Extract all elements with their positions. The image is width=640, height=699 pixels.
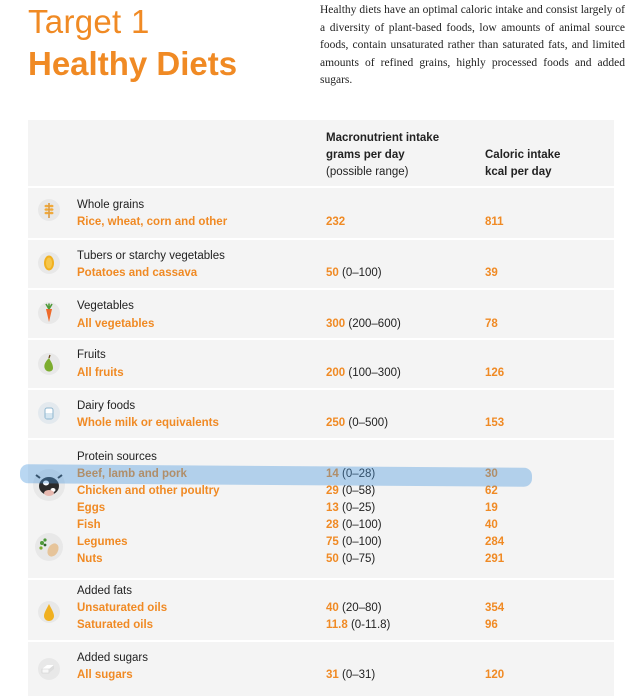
grams-value: 232 bbox=[326, 216, 346, 228]
macro-header: Macronutrient intake grams per day (poss… bbox=[326, 132, 440, 178]
item-name: All vegetables bbox=[77, 318, 155, 330]
group-whole-grains: Whole grains Rice, wheat, corn and other… bbox=[28, 186, 614, 234]
category-label: Added fats bbox=[77, 585, 132, 597]
grams-value: 13 (0–25) bbox=[326, 502, 376, 514]
milk-icon bbox=[38, 402, 60, 424]
grams-value: 250 (0–500) bbox=[326, 417, 389, 429]
kcal-value: 40 bbox=[485, 519, 498, 531]
group-vegetables: Vegetables All vegetables 300 (200–600) … bbox=[28, 288, 614, 334]
grams-value: 40 (20–80) bbox=[326, 602, 382, 614]
item-name: Eggs bbox=[77, 502, 106, 514]
item-name: All sugars bbox=[77, 669, 133, 681]
category-label: Tubers or starchy vegetables bbox=[77, 250, 225, 262]
kcal-value: 811 bbox=[485, 216, 504, 228]
carrot-icon bbox=[38, 302, 60, 324]
grams-value: 11.8 (0-11.8) bbox=[326, 619, 391, 631]
potato-icon bbox=[38, 252, 60, 274]
category-label: Protein sources bbox=[77, 451, 157, 463]
title-line-1: Target 1 bbox=[28, 3, 150, 40]
grams-value: 75 (0–100) bbox=[326, 536, 382, 548]
item-name: Chicken and other poultry bbox=[77, 485, 220, 497]
kcal-value: 291 bbox=[485, 553, 505, 565]
legumes-icon bbox=[35, 533, 63, 561]
kcal-value: 30 bbox=[485, 468, 498, 480]
category-label: Vegetables bbox=[77, 300, 134, 312]
category-label: Added sugars bbox=[77, 652, 148, 664]
kcal-value: 120 bbox=[485, 669, 505, 681]
item-name: Unsaturated oils bbox=[77, 602, 168, 614]
kcal-value: 96 bbox=[485, 619, 498, 631]
grams-value: 31 (0–31) bbox=[326, 669, 376, 681]
kcal-value: 19 bbox=[485, 502, 498, 514]
group-tubers: Tubers or starchy vegetables Potatoes an… bbox=[28, 238, 614, 284]
item-name: Legumes bbox=[77, 536, 128, 548]
item-name: Beef, lamb and pork bbox=[77, 468, 187, 480]
kcal-value: 62 bbox=[485, 485, 498, 497]
grams-value: 14 (0–28) bbox=[326, 468, 376, 480]
wheat-icon bbox=[38, 199, 60, 221]
grams-value: 29 (0–58) bbox=[326, 485, 376, 497]
group-protein: Protein sources Beef, lamb and pork 14 (… bbox=[28, 438, 614, 574]
group-added-fats: Added fats Unsaturated oils 40 (20–80) 3… bbox=[28, 578, 614, 636]
category-label: Fruits bbox=[77, 349, 106, 361]
kcal-value: 284 bbox=[485, 536, 505, 548]
kcal-value: 39 bbox=[485, 267, 498, 279]
grams-value: 200 (100–300) bbox=[326, 367, 401, 379]
grams-value: 28 (0–100) bbox=[326, 519, 382, 531]
grams-value: 50 (0–100) bbox=[326, 267, 382, 279]
pear-icon bbox=[38, 353, 60, 375]
item-name: Rice, wheat, corn and other bbox=[77, 216, 228, 228]
caloric-header: Caloric intake kcal per day bbox=[485, 149, 561, 178]
item-name: Potatoes and cassava bbox=[77, 267, 198, 279]
category-label: Dairy foods bbox=[77, 400, 136, 412]
grams-value: 50 (0–75) bbox=[326, 553, 376, 565]
kcal-value: 153 bbox=[485, 417, 505, 429]
item-name: All fruits bbox=[77, 367, 124, 379]
oil-drop-icon bbox=[38, 601, 60, 623]
group-dairy: Dairy foods Whole milk or equivalents 25… bbox=[28, 388, 614, 434]
intro-paragraph: Healthy diets have an optimal caloric in… bbox=[320, 4, 625, 87]
highlight-mark bbox=[19, 464, 533, 487]
item-name: Whole milk or equivalents bbox=[77, 417, 219, 429]
category-label: Whole grains bbox=[77, 199, 145, 211]
group-fruits: Fruits All fruits 200 (100–300) 126 bbox=[28, 338, 614, 384]
kcal-value: 126 bbox=[485, 367, 505, 379]
cow-icon bbox=[33, 469, 65, 501]
kcal-value: 78 bbox=[485, 318, 498, 330]
group-added-sugars: Added sugars All sugars 31 (0–31) 120 bbox=[28, 640, 614, 696]
item-name: Fish bbox=[77, 519, 101, 531]
item-name: Nuts bbox=[77, 553, 103, 565]
sugar-cube-icon bbox=[38, 658, 60, 680]
item-name: Saturated oils bbox=[77, 619, 154, 631]
title-line-2: Healthy Diets bbox=[28, 45, 238, 82]
kcal-value: 354 bbox=[485, 602, 505, 614]
grams-value: 300 (200–600) bbox=[326, 318, 401, 330]
